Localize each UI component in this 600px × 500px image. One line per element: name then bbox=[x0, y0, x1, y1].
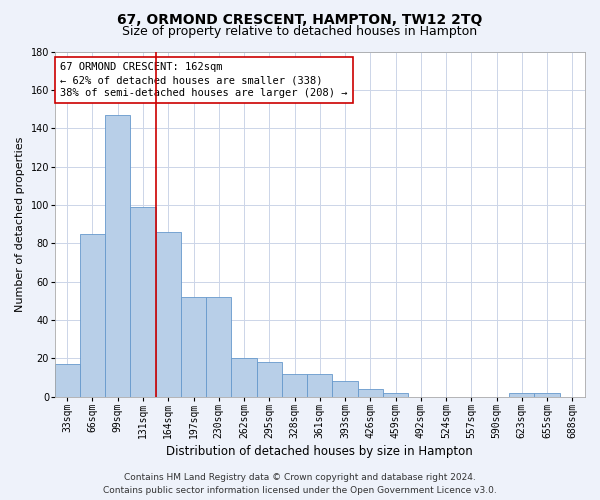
Bar bbox=[509, 393, 535, 397]
Bar bbox=[206, 297, 232, 397]
Bar bbox=[80, 234, 105, 397]
Bar bbox=[181, 297, 206, 397]
Bar bbox=[282, 374, 307, 397]
X-axis label: Distribution of detached houses by size in Hampton: Distribution of detached houses by size … bbox=[166, 444, 473, 458]
Bar bbox=[535, 393, 560, 397]
Bar bbox=[55, 364, 80, 397]
Bar bbox=[307, 374, 332, 397]
Y-axis label: Number of detached properties: Number of detached properties bbox=[15, 136, 25, 312]
Bar bbox=[105, 115, 130, 397]
Text: Contains HM Land Registry data © Crown copyright and database right 2024.
Contai: Contains HM Land Registry data © Crown c… bbox=[103, 474, 497, 495]
Text: 67, ORMOND CRESCENT, HAMPTON, TW12 2TQ: 67, ORMOND CRESCENT, HAMPTON, TW12 2TQ bbox=[118, 12, 482, 26]
Bar bbox=[358, 389, 383, 397]
Bar bbox=[232, 358, 257, 397]
Bar bbox=[257, 362, 282, 397]
Bar bbox=[155, 232, 181, 397]
Bar bbox=[332, 382, 358, 397]
Bar bbox=[383, 393, 408, 397]
Text: Size of property relative to detached houses in Hampton: Size of property relative to detached ho… bbox=[122, 25, 478, 38]
Bar bbox=[130, 207, 155, 397]
Text: 67 ORMOND CRESCENT: 162sqm
← 62% of detached houses are smaller (338)
38% of sem: 67 ORMOND CRESCENT: 162sqm ← 62% of deta… bbox=[60, 62, 347, 98]
